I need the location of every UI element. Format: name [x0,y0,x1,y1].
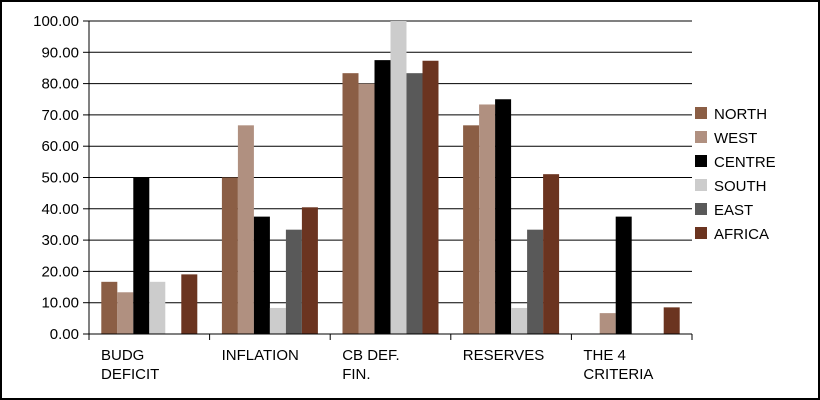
x-tick-label: THE 4 [583,347,626,364]
bar-centre [253,216,270,334]
bar-west [479,104,496,334]
bar-west [237,125,254,334]
legend-swatch [695,179,707,191]
x-tick-label: FIN. [342,366,370,383]
legend-swatch [695,155,707,167]
bar-west [358,83,375,334]
legend-label: EAST [714,202,753,219]
bar-centre [495,99,512,334]
legend: NORTH WEST CENTRE SOUTH EAST AFRICA [695,106,776,243]
bar-north [101,281,118,334]
legend-label: SOUTH [714,178,767,195]
bar-north [463,125,480,334]
bar-south [269,307,286,334]
bar-east [406,73,423,335]
bar-west [599,313,616,334]
legend-label: CENTRE [714,154,776,171]
y-tick-label: 60.00 [41,138,79,155]
bar-centre [374,60,391,334]
bar-africa [181,274,198,334]
legend-swatch [695,107,707,119]
x-tick-label: BUDG [101,347,144,364]
y-axis-ticks: 0.00 10.00 20.00 30.00 40.00 50.00 60.00 70.00 8… [33,13,89,343]
bar-east [527,229,544,334]
y-tick-label: 20.00 [41,263,79,280]
axes [88,21,693,340]
bar-north [342,73,359,335]
legend-swatch [695,227,707,239]
bar-north [221,177,238,334]
bar-africa [422,60,439,334]
y-tick-label: 90.00 [41,44,79,61]
bar-south [390,21,407,334]
x-tick-label: CRITERIA [583,366,653,383]
legend-swatch [695,203,707,215]
bar-centre [133,177,150,334]
legend-swatch [695,131,707,143]
legend-label: NORTH [714,106,767,123]
bar-centre [615,216,632,334]
bar-west [117,292,134,334]
x-tick-label: INFLATION [222,347,299,364]
y-tick-label: 0.00 [50,326,79,343]
y-tick-label: 30.00 [41,232,79,249]
x-tick-label: DEFICIT [101,366,159,383]
legend-label: AFRICA [714,226,769,243]
bar-africa [663,307,680,334]
bar-africa [543,174,560,334]
bars [101,21,680,335]
x-tick-label: CB DEF. [342,347,400,364]
y-tick-label: 100.00 [33,13,79,30]
legend-label: WEST [714,130,757,147]
bar-south [149,281,166,334]
y-tick-label: 10.00 [41,295,79,312]
bar-east [285,229,302,334]
bar-south [511,307,528,334]
x-axis-labels: BUDG DEFICIT INFLATION CB DEF. FIN. RESERVES T… [101,347,653,383]
y-tick-label: 40.00 [41,201,79,218]
bar-africa [301,207,318,334]
x-tick-label: RESERVES [463,347,544,364]
y-tick-label: 70.00 [41,107,79,124]
y-tick-label: 80.00 [41,76,79,93]
y-tick-label: 50.00 [41,170,79,187]
